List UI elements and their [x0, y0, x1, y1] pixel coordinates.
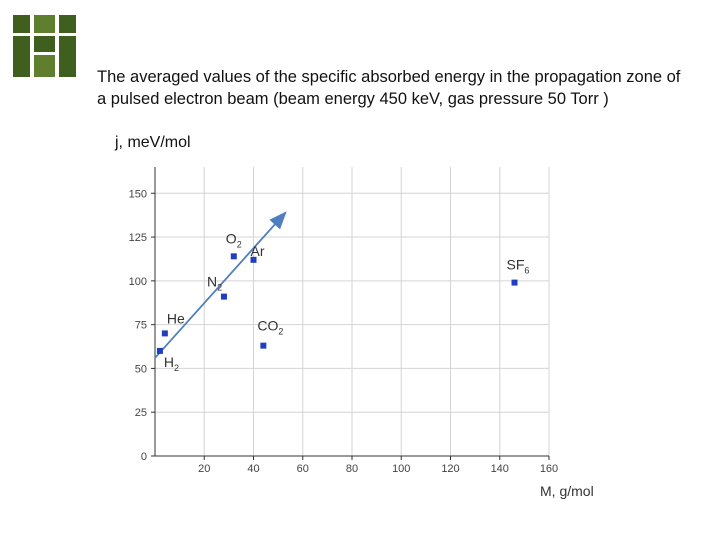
logo-block — [34, 36, 55, 52]
logo-block — [13, 36, 30, 77]
point-label-main: CO — [257, 318, 278, 334]
y-tick-label: 0 — [141, 451, 147, 463]
y-tick-label: 75 — [135, 320, 147, 332]
point-label-main: Ar — [251, 243, 265, 259]
data-point — [260, 342, 267, 349]
x-tick-label: 120 — [441, 463, 459, 475]
data-point — [156, 347, 163, 354]
data-point — [250, 256, 257, 263]
y-tick-label: 50 — [135, 363, 147, 375]
point-label-main: He — [167, 310, 185, 326]
y-tick-label: 25 — [135, 407, 147, 419]
point-label: He — [167, 310, 185, 326]
x-tick-label: 100 — [392, 463, 410, 475]
x-axis-label: M, g/mol — [540, 483, 594, 499]
logo-block — [13, 15, 30, 33]
logo-block — [34, 15, 55, 33]
x-tick-label: 80 — [346, 463, 358, 475]
y-axis-label: j, meV/mol — [115, 134, 191, 151]
point-label-main: N — [207, 274, 217, 290]
x-tick-label: 60 — [297, 463, 309, 475]
data-point — [161, 330, 168, 337]
point-label-subscript: 2 — [278, 327, 283, 337]
logo-icon — [13, 15, 76, 77]
point-label: H2 — [164, 354, 179, 373]
data-point — [230, 253, 237, 260]
point-label-subscript: 2 — [217, 283, 222, 293]
point-label-main: SF — [507, 257, 525, 273]
point-label-main: H — [164, 354, 174, 370]
point-label-subscript: 2 — [174, 363, 179, 373]
point-label: Ar — [251, 243, 265, 259]
y-tick-label: 125 — [129, 232, 147, 244]
point-label-subscript: 2 — [237, 239, 242, 249]
point-label: O2 — [226, 230, 242, 249]
y-tick-label: 150 — [129, 188, 147, 200]
point-label: SF6 — [507, 257, 530, 276]
slide-title: The averaged values of the specific abso… — [97, 68, 681, 108]
x-tick-label: 140 — [491, 463, 509, 475]
point-label-main: O — [226, 230, 237, 246]
point-label: N2 — [207, 274, 222, 293]
logo-block — [59, 36, 76, 77]
logo-block — [59, 15, 76, 33]
logo-block — [34, 55, 55, 77]
trend-arrow — [154, 211, 287, 359]
x-tick-label: 20 — [198, 463, 210, 475]
data-point — [220, 293, 227, 300]
point-label-subscript: 6 — [524, 266, 529, 276]
y-tick-label: 100 — [129, 276, 147, 288]
x-tick-label: 160 — [540, 463, 558, 475]
x-tick-label: 40 — [247, 463, 259, 475]
point-label: CO2 — [257, 318, 283, 337]
data-point — [511, 279, 518, 286]
